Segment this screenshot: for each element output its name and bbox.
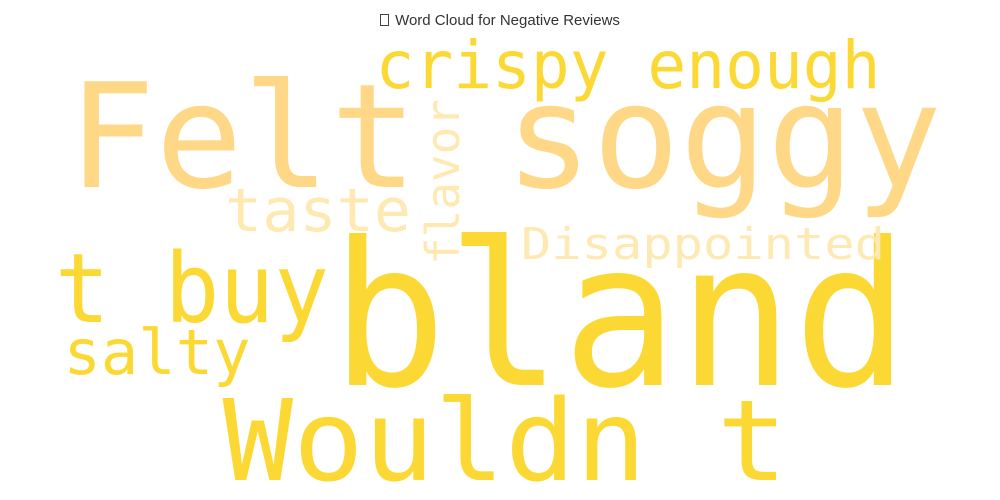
word-crispy-enough: crispy enough: [376, 27, 881, 104]
word-flavor: flavor: [416, 99, 470, 265]
word-bland: bland: [331, 200, 909, 433]
word-salty: salty: [64, 316, 251, 389]
word-disappointed: Disappointed: [521, 219, 885, 270]
missing-glyph-icon: [380, 14, 390, 26]
chart-title-text: Word Cloud for Negative Reviews: [395, 12, 620, 29]
word-wouldn-t: Wouldn t: [223, 377, 788, 500]
word-t-buy: t buy: [55, 233, 329, 345]
word-taste: taste: [225, 176, 411, 246]
word-felt-soggy: Felt soggy: [68, 53, 942, 222]
chart-title: Word Cloud for Negative Reviews: [0, 12, 1000, 29]
